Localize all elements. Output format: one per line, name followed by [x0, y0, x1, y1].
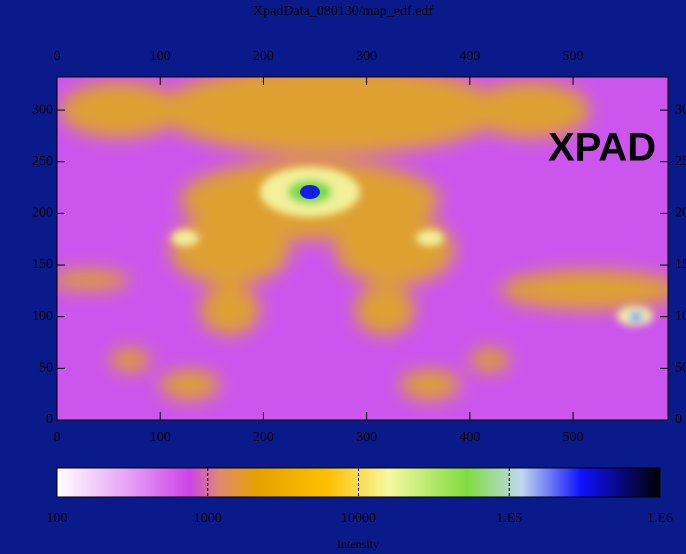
y-tick-label-right: 0 — [675, 412, 682, 427]
colorbar-tick-label: 1.E5 — [496, 511, 522, 526]
colorbar-tick-label: 100 — [47, 511, 68, 526]
colorbar-label: Intensity — [337, 537, 379, 551]
x-tick-label: 500 — [563, 430, 584, 445]
colorbar-tick-label: 10000 — [341, 511, 376, 526]
chart-title: XpadData_080130/map_edf.edf — [253, 4, 433, 19]
y-tick-label-right: 200 — [675, 206, 686, 221]
y-tick-label: 250 — [32, 154, 53, 169]
x-tick-label-top: 300 — [356, 49, 377, 64]
x-tick-label-top: 0 — [54, 49, 61, 64]
chart: XpadData_080130/map_edf.edf — [0, 0, 686, 554]
y-tick-label: 150 — [32, 257, 53, 272]
y-tick-label-right: 150 — [675, 257, 686, 272]
y-tick-label: 100 — [32, 309, 53, 324]
x-tick-label: 400 — [459, 430, 480, 445]
x-tick-label-top: 400 — [459, 49, 480, 64]
y-tick-label: 50 — [39, 361, 53, 376]
y-tick-label-right: 250 — [675, 154, 686, 169]
y-tick-label-right: 300 — [675, 102, 686, 117]
detector-image: XPAD — [50, 65, 680, 420]
y-tick-label: 300 — [32, 102, 53, 117]
colorbar-tick-label: 1.E6 — [647, 511, 673, 526]
x-tick-label: 100 — [150, 430, 171, 445]
colorbar — [57, 468, 660, 497]
y-tick-label: 200 — [32, 206, 53, 221]
x-tick-label-top: 100 — [150, 49, 171, 64]
y-tick-label-right: 100 — [675, 309, 686, 324]
y-tick-label: 0 — [46, 412, 53, 427]
x-tick-label: 0 — [54, 430, 61, 445]
colorbar-tick-label: 1000 — [194, 511, 222, 526]
x-tick-label-top: 500 — [563, 49, 584, 64]
x-tick-label-top: 200 — [253, 49, 274, 64]
y-tick-label-right: 50 — [675, 361, 686, 376]
x-tick-label: 200 — [253, 430, 274, 445]
annotation: XPAD — [548, 126, 656, 170]
x-tick-label: 300 — [356, 430, 377, 445]
